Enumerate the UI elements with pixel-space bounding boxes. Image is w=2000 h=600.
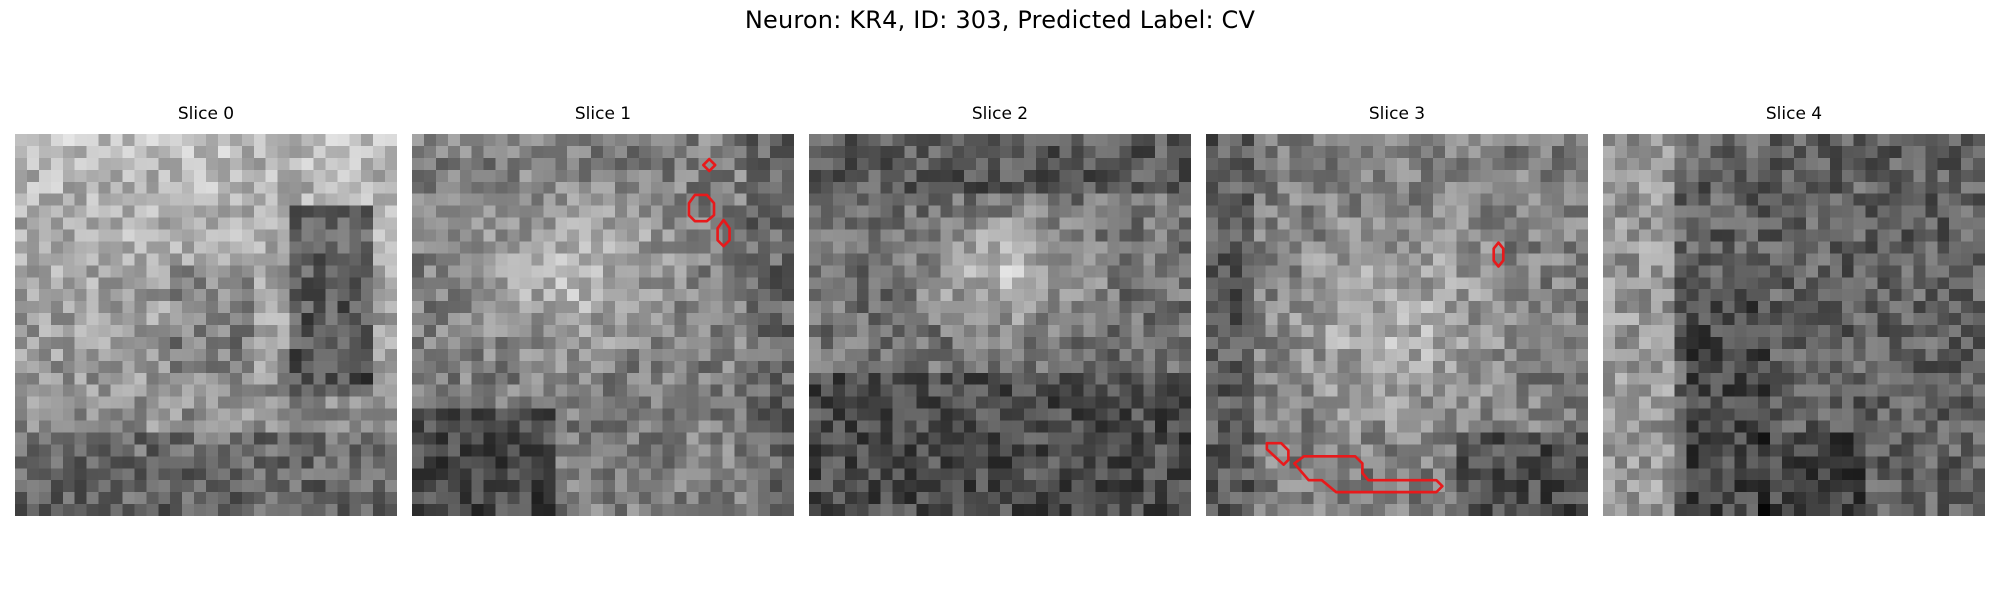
red-contour — [1265, 441, 1290, 466]
slice-image-2 — [809, 134, 1191, 516]
red-contour — [716, 218, 731, 248]
slice-image-4 — [1603, 134, 1985, 516]
red-contour — [1293, 454, 1444, 494]
red-contour — [687, 193, 716, 223]
slice-title-0: Slice 0 — [177, 104, 235, 124]
slice-title-4: Slice 4 — [1765, 104, 1823, 124]
slice-image-1 — [412, 134, 794, 516]
red-contour — [1492, 241, 1505, 268]
red-contour — [701, 157, 717, 173]
figure-title: Neuron: KR4, ID: 303, Predicted Label: C… — [744, 6, 1256, 34]
slice-title-1: Slice 1 — [574, 104, 632, 124]
slice-title-2: Slice 2 — [971, 104, 1029, 124]
slice-title-3: Slice 3 — [1368, 104, 1426, 124]
slice-image-0 — [15, 134, 397, 516]
slice-image-3 — [1206, 134, 1588, 516]
